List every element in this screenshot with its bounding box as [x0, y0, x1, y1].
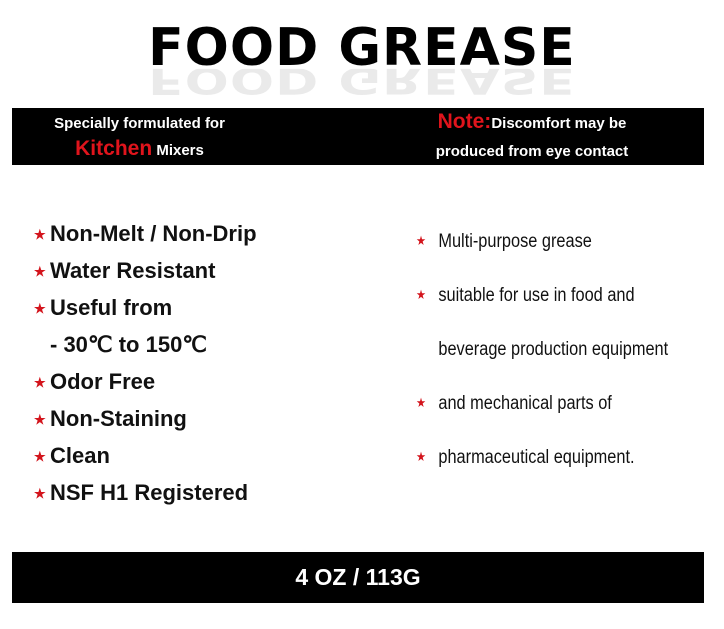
kitchen-mixers-text: Kitchen Mixers	[12, 137, 267, 161]
feature-text: Non-Staining	[50, 406, 187, 431]
description-item: ★ and mechanical parts of	[416, 376, 668, 430]
note-label: Note:	[437, 110, 492, 133]
feature-text: Non-Melt / Non-Drip	[50, 221, 257, 246]
feature-list: ★ Non-Melt / Non-Drip ★ Water Resistant ★ U…	[34, 216, 257, 512]
description-text: suitable for use in food and	[438, 285, 635, 306]
star-icon: ★	[416, 395, 427, 410]
feature-text: Odor Free	[50, 369, 156, 394]
size-banner: 4 OZ / 113G	[12, 552, 704, 603]
description-list: ★ Multi-purpose grease ★ suitable for use …	[416, 214, 709, 484]
star-icon: ★	[34, 412, 46, 427]
note-text: Discomfort may be	[491, 115, 627, 132]
feature-item: ★ NSF H1 Registered	[34, 475, 257, 512]
description-text: and mechanical parts of	[438, 393, 612, 414]
note-text-2: produced from eye contact	[435, 143, 629, 160]
feature-text: - 30℃ to 150℃	[50, 332, 208, 357]
note-line: Note:Discomfort may be	[407, 110, 657, 134]
feature-item: ★ Non-Melt / Non-Drip	[34, 216, 257, 253]
product-title: FOOD GREASE	[148, 18, 576, 78]
feature-text: Water Resistant	[50, 258, 216, 283]
description-text: beverage production equipment	[438, 339, 669, 360]
description-item: ★beverage production equipment	[416, 322, 668, 376]
description-text: pharmaceutical equipment.	[438, 447, 635, 468]
star-icon: ★	[34, 375, 46, 390]
title-reflection: FOOD GREASE	[148, 68, 576, 102]
feature-item: ★ Clean	[34, 438, 257, 475]
formulated-for-text: Specially formulated for	[54, 115, 225, 132]
feature-item: ★- 30℃ to 150℃	[34, 327, 257, 364]
info-banner: Specially formulated for Kitchen Mixers …	[12, 108, 704, 165]
mixers-label: Mixers	[156, 142, 204, 159]
feature-text: Clean	[50, 443, 110, 468]
star-icon: ★	[34, 449, 46, 464]
star-icon: ★	[34, 486, 46, 501]
feature-text: NSF H1 Registered	[50, 480, 249, 505]
feature-item: ★ Useful from	[34, 290, 257, 327]
feature-item: ★ Water Resistant	[34, 253, 257, 290]
description-text: Multi-purpose grease	[438, 231, 592, 252]
description-item: ★ suitable for use in food and	[416, 268, 668, 322]
feature-item: ★ Non-Staining	[34, 401, 257, 438]
feature-item: ★ Odor Free	[34, 364, 257, 401]
star-icon: ★	[416, 449, 427, 464]
star-icon: ★	[34, 227, 46, 242]
kitchen-highlight: Kitchen	[75, 137, 153, 160]
description-item: ★ pharmaceutical equipment.	[416, 430, 668, 484]
feature-text: Useful from	[50, 295, 173, 320]
star-icon: ★	[34, 301, 46, 316]
description-item: ★ Multi-purpose grease	[416, 214, 668, 268]
star-icon: ★	[416, 233, 427, 248]
star-icon: ★	[416, 287, 427, 302]
star-icon: ★	[34, 264, 46, 279]
